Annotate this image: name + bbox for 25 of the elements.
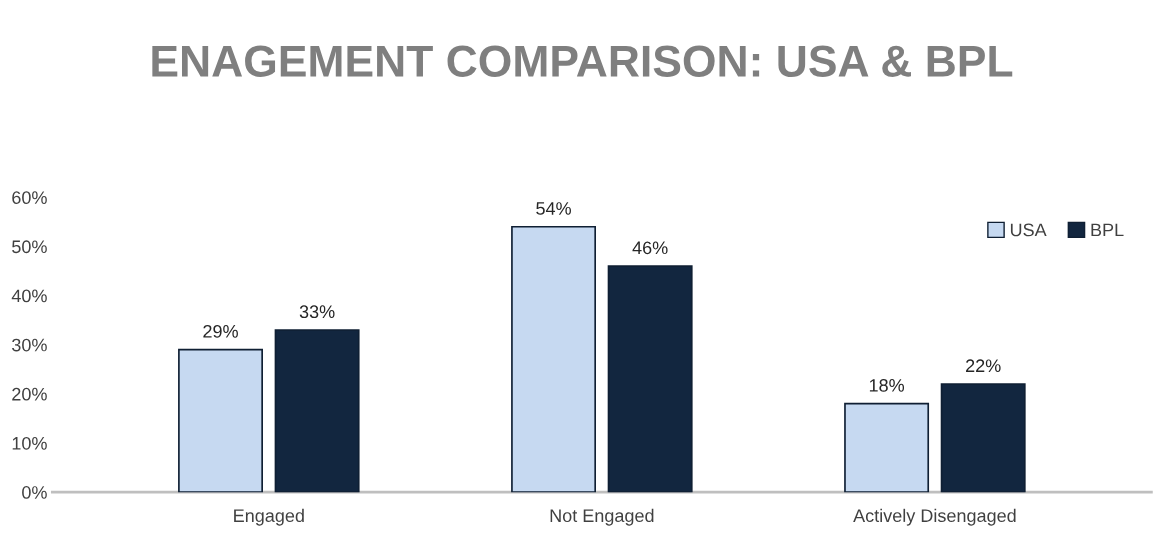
data-label: 46% <box>632 241 668 255</box>
data-label: 33% <box>299 305 335 319</box>
bar <box>607 265 693 493</box>
bar <box>274 329 360 493</box>
bar <box>511 225 597 493</box>
legend-label: BPL <box>1091 223 1124 237</box>
bar <box>940 383 1026 493</box>
y-tick-label: 10% <box>12 436 47 450</box>
data-label: 54% <box>536 202 571 215</box>
data-label: 18% <box>869 378 905 392</box>
y-tick-label: 40% <box>11 289 47 303</box>
chart-title: ENAGEMENT COMPARISON: USA & BPL <box>152 45 1013 77</box>
x-tick-label: Not Engaged <box>550 508 654 526</box>
legend-label: USA <box>1010 223 1047 237</box>
data-label: 22% <box>966 359 1001 373</box>
y-tick-label: 50% <box>12 240 47 254</box>
x-tick-label: Actively Disengaged <box>853 508 1016 526</box>
data-label: 29% <box>203 324 238 338</box>
x-tick-label: Engaged <box>234 508 304 526</box>
y-tick-label: 20% <box>12 387 47 401</box>
bar <box>178 348 263 493</box>
y-tick-label: 0% <box>22 486 47 499</box>
y-tick-label: 60% <box>12 191 47 205</box>
y-tick-label: 30% <box>12 338 47 352</box>
bar <box>844 402 930 493</box>
